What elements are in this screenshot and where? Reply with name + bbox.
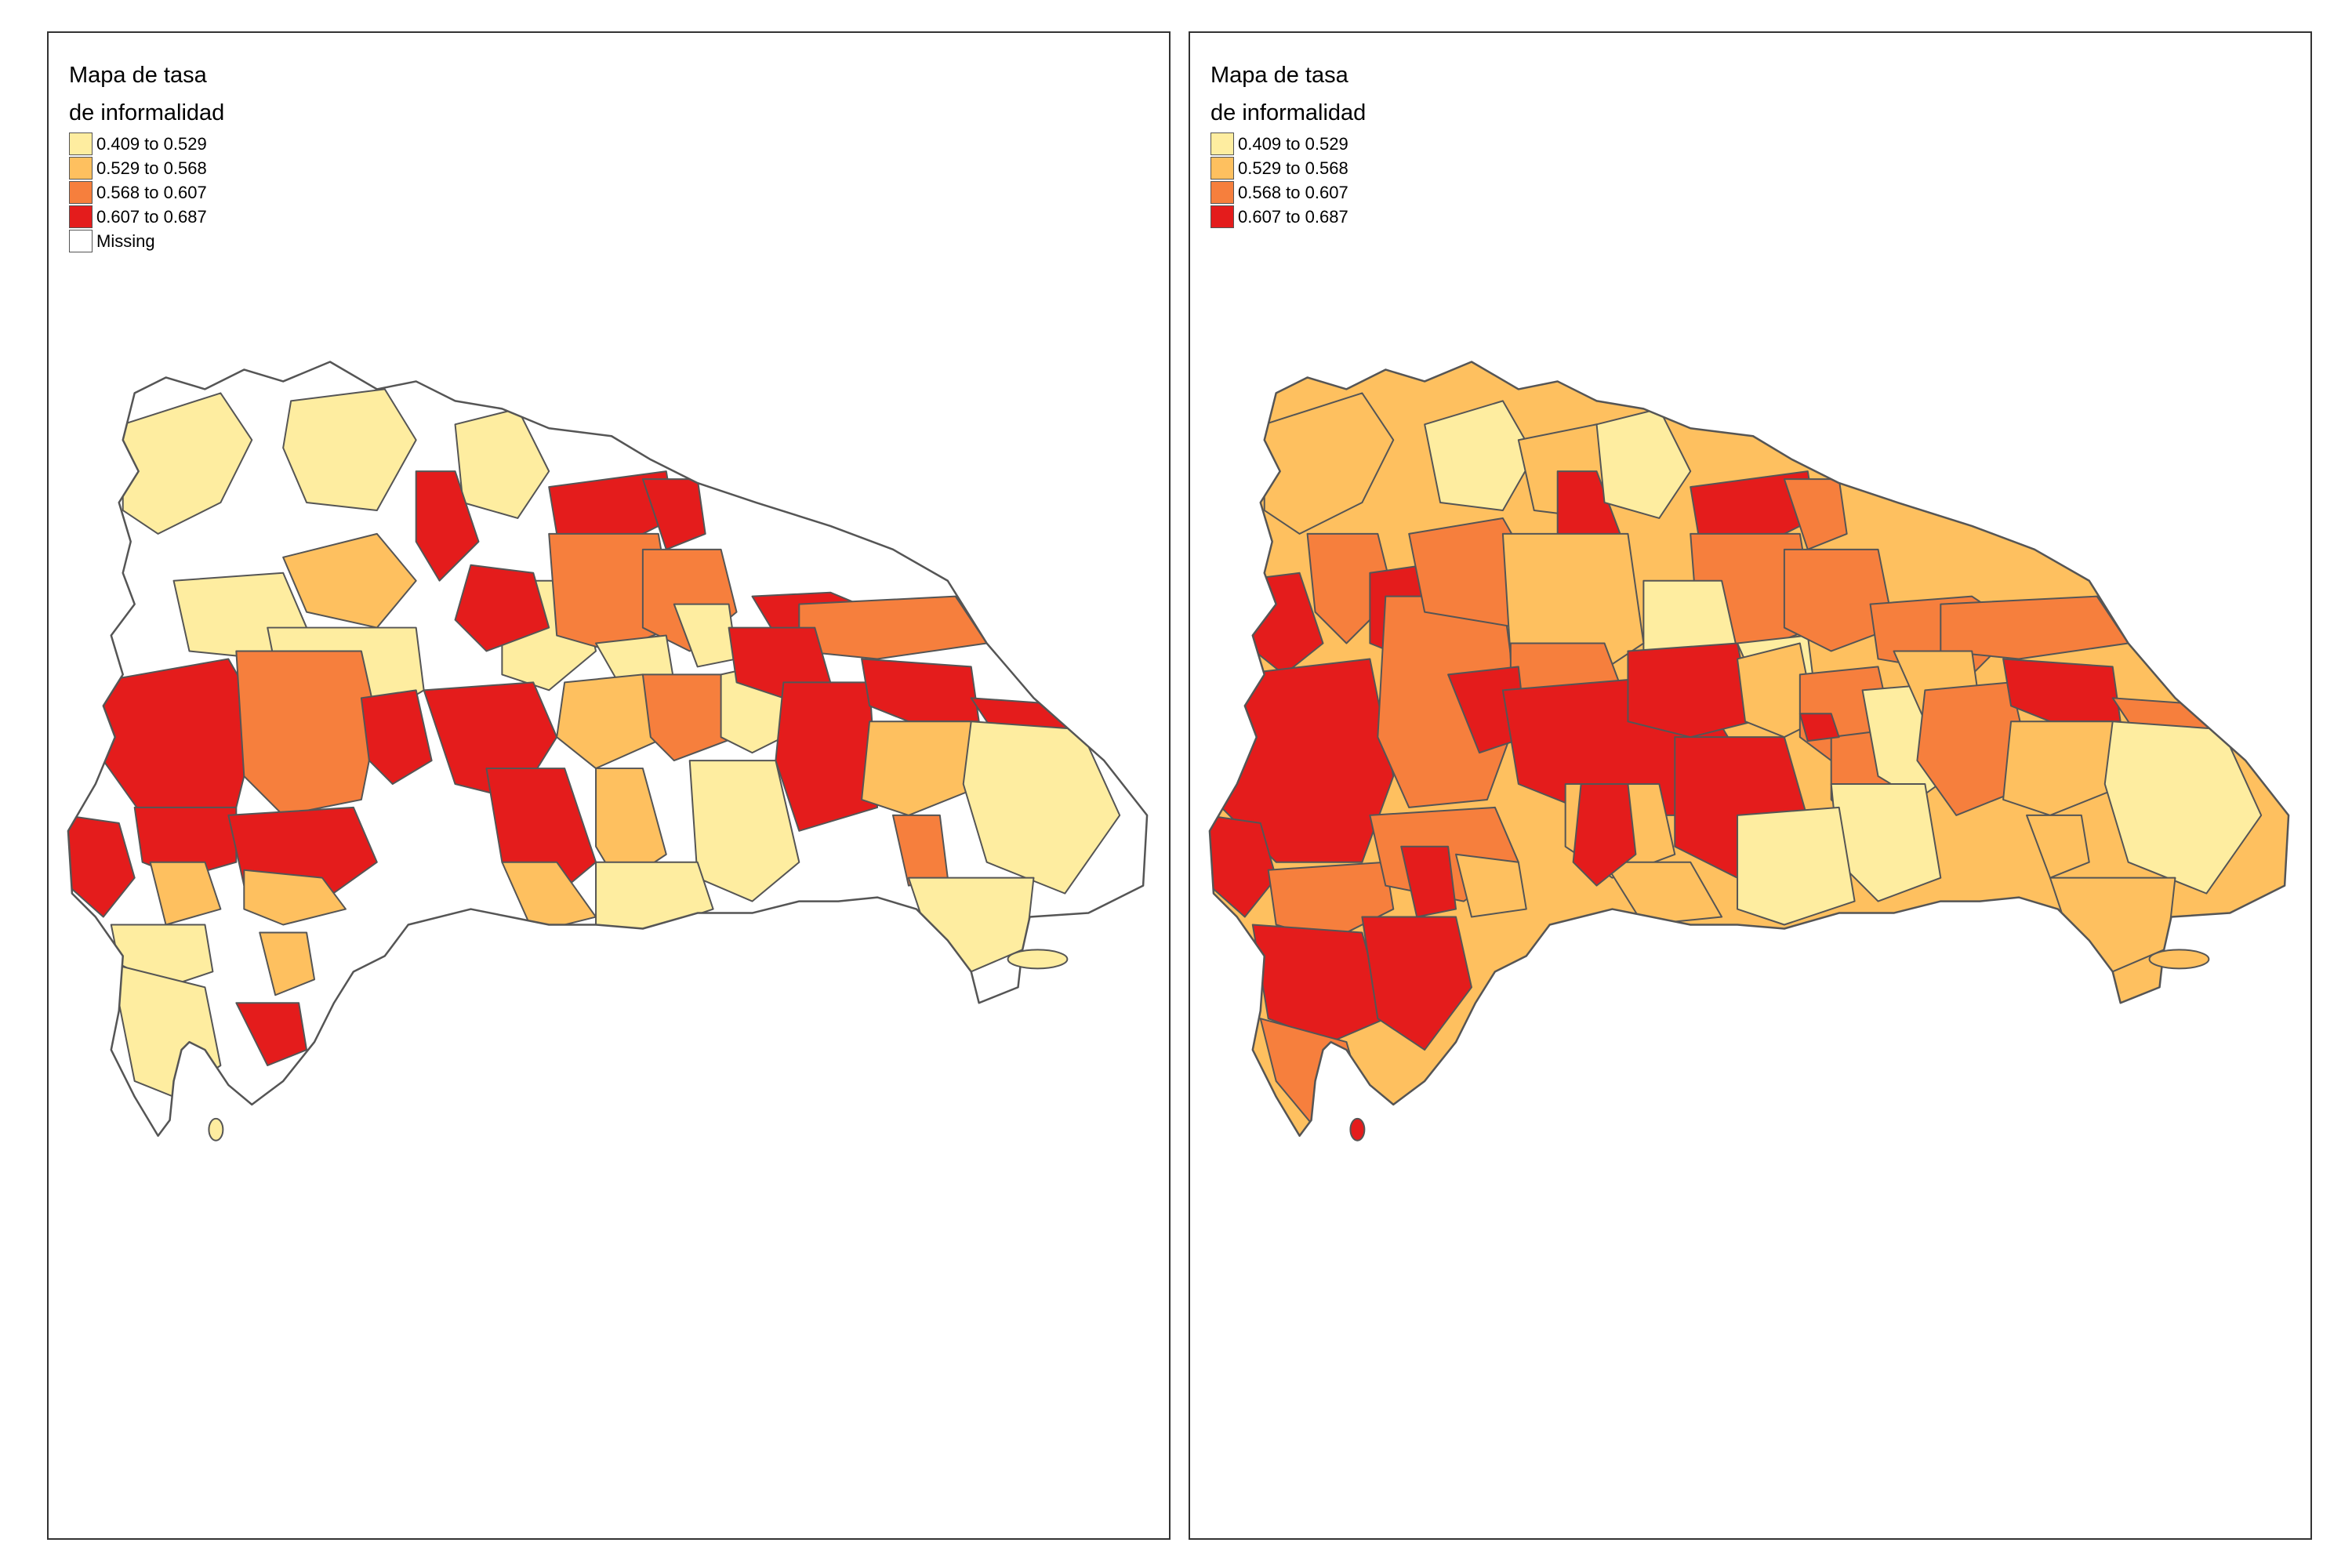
legend-swatch (1210, 181, 1234, 204)
legend-item: 0.409 to 0.529 (1210, 132, 1366, 156)
legend-label: Missing (96, 230, 155, 251)
legend-swatch (69, 181, 93, 204)
legend-left: Mapa de tasa de informalidad 0.409 to 0.… (69, 56, 224, 253)
saona-island-right (2148, 949, 2210, 970)
map-panel-left: Mapa de tasa de informalidad 0.409 to 0.… (47, 31, 1171, 1540)
legend-label: 0.409 to 0.529 (1238, 133, 1348, 154)
legend-swatch (1210, 157, 1234, 180)
beata-island-left (208, 1117, 224, 1142)
saona-island-left (1007, 949, 1069, 970)
legend-item: 0.607 to 0.687 (1210, 205, 1366, 229)
island-outline-right (1208, 361, 2290, 1137)
legend-swatch (1210, 205, 1234, 228)
legend-item: Missing (69, 229, 224, 253)
legend-swatch (69, 205, 93, 228)
legend-swatch (1210, 132, 1234, 155)
legend-label: 0.568 to 0.607 (96, 182, 207, 202)
legend-swatch (69, 230, 93, 252)
legend-title: Mapa de tasa de informalidad (69, 63, 225, 125)
legend-item: 0.409 to 0.529 (69, 132, 224, 156)
island-outline-left (67, 361, 1149, 1137)
legend-title: Mapa de tasa de informalidad (1210, 63, 1367, 125)
legend-item: 0.568 to 0.607 (1210, 180, 1366, 205)
legend-label: 0.607 to 0.687 (96, 206, 207, 227)
legend-item: 0.607 to 0.687 (69, 205, 224, 229)
legend-item: 0.568 to 0.607 (69, 180, 224, 205)
legend-swatch (69, 132, 93, 155)
legend-item: 0.529 to 0.568 (1210, 156, 1366, 180)
legend-label: 0.607 to 0.687 (1238, 206, 1348, 227)
map-panel-right: Mapa de tasa de informalidad 0.409 to 0.… (1189, 31, 2312, 1540)
legend-swatch (69, 157, 93, 180)
province-regions-right (1209, 361, 2289, 1136)
legend-label: 0.409 to 0.529 (96, 133, 207, 154)
province-regions-left (67, 361, 1148, 1136)
legend-item: 0.529 to 0.568 (69, 156, 224, 180)
beata-island-right (1349, 1117, 1366, 1142)
choropleth-map-right (1208, 361, 2290, 1142)
choropleth-map-left (67, 361, 1149, 1142)
legend-right: Mapa de tasa de informalidad 0.409 to 0.… (1210, 56, 1366, 229)
legend-label: 0.529 to 0.568 (96, 158, 207, 178)
legend-label: 0.568 to 0.607 (1238, 182, 1348, 202)
legend-label: 0.529 to 0.568 (1238, 158, 1348, 178)
